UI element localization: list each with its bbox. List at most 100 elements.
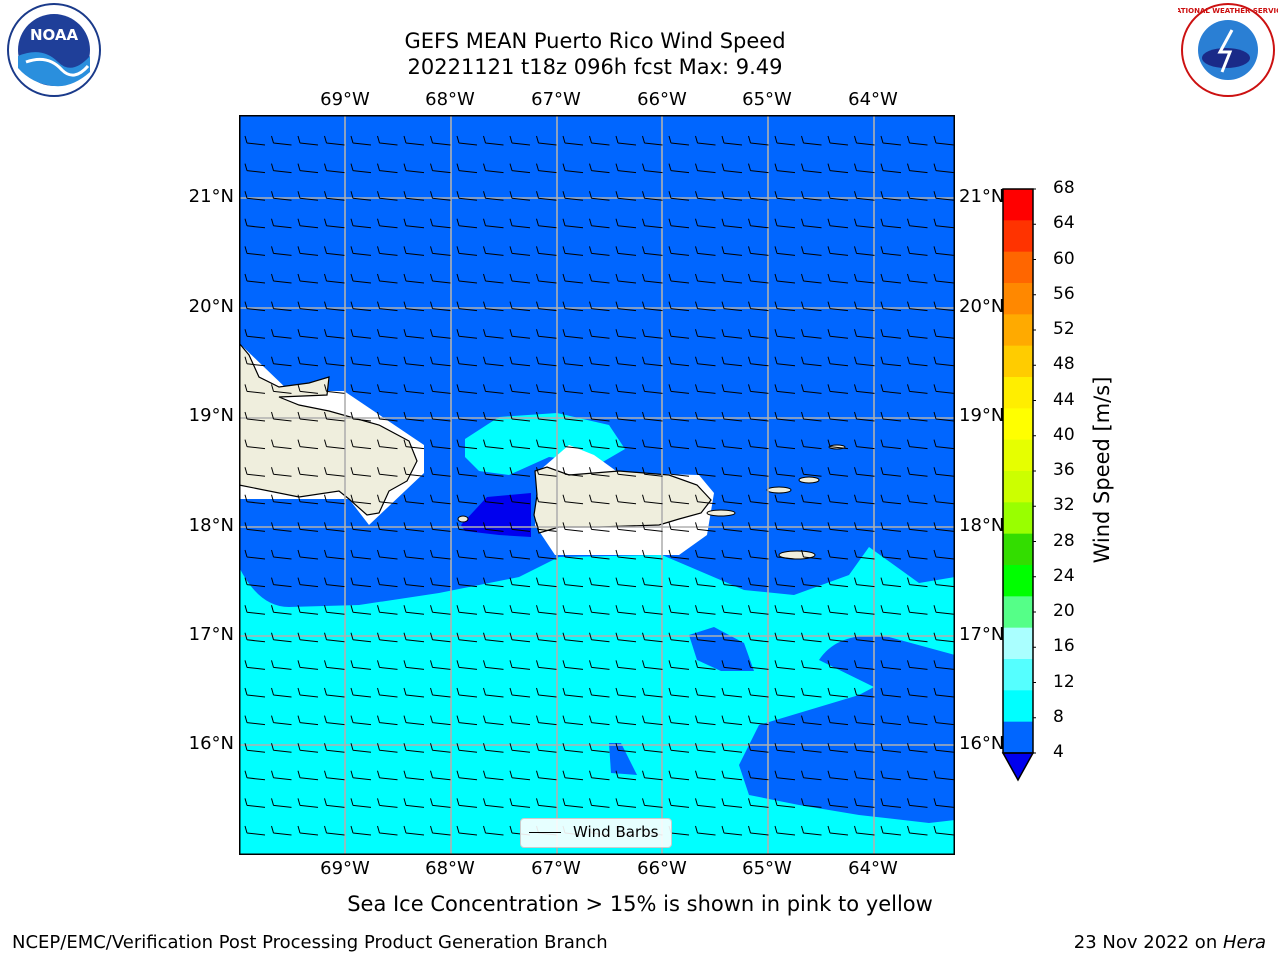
wind-barb: [933, 191, 955, 201]
lat-label-left: 19°N: [188, 405, 234, 426]
wind-barb: [880, 135, 902, 146]
wind-barb: [324, 273, 345, 284]
wind-barb: [483, 522, 504, 532]
band-4-8-pocket: [609, 743, 637, 775]
wind-barb: [695, 191, 716, 201]
wind-barb: [403, 770, 425, 781]
wind-barb: [483, 329, 504, 339]
wind-barb: [721, 163, 743, 174]
wind-barb: [403, 439, 425, 450]
wind-barb: [933, 135, 955, 146]
lat-label-left: 16°N: [188, 733, 234, 754]
wind-barb: [562, 329, 584, 339]
wind-barb: [536, 798, 557, 808]
wind-barb: [324, 411, 345, 422]
wind-barb: [403, 605, 425, 615]
wind-barb: [403, 191, 425, 201]
wind-barb: [271, 660, 292, 670]
wind-barb: [854, 384, 875, 394]
colorbar-swatch: [1003, 533, 1033, 566]
wind-barb: [695, 273, 716, 284]
wind-barb: [642, 687, 663, 698]
wind-barb: [562, 273, 584, 284]
wind-barb: [668, 798, 690, 808]
wind-barb: [695, 439, 716, 450]
legend-line-icon: [529, 832, 561, 833]
wind-barb: [801, 411, 822, 422]
wind-barb: [562, 743, 584, 753]
nws-logo: NATIONAL WEATHER SERVICE: [1178, 3, 1278, 97]
wind-barb: [509, 439, 531, 450]
wind-barb: [695, 522, 716, 532]
lon-label-top: 64°W: [848, 89, 898, 110]
wind-barb: [907, 384, 928, 394]
wind-barb: [827, 467, 849, 477]
wind-barb: [721, 273, 743, 284]
wind-barb: [721, 191, 743, 201]
wind-barb: [403, 384, 425, 394]
wind-barb: [695, 743, 716, 753]
wind-barb: [403, 135, 425, 146]
wind-barb: [562, 163, 584, 174]
wind-speed-map: [239, 115, 955, 855]
wind-barb: [721, 439, 743, 450]
wind-barb: [324, 494, 345, 505]
wind-barb: [271, 218, 292, 229]
wind-barb: [509, 135, 531, 146]
wind-barb: [748, 522, 769, 532]
wind-barb: [456, 494, 478, 505]
wind-barb: [854, 632, 875, 643]
colorbar-swatch: [1003, 220, 1033, 253]
wind-barb: [403, 687, 425, 698]
wind-barb: [456, 273, 478, 284]
wind-barb: [271, 384, 292, 394]
colorbar-tick-label: 52: [1053, 319, 1075, 339]
wind-barb: [244, 770, 266, 781]
wind-barb: [483, 605, 504, 615]
wind-barb: [483, 163, 504, 174]
wind-barb: [854, 273, 875, 284]
wind-barb: [562, 522, 584, 532]
wind-barb: [536, 135, 557, 146]
wind-barb: [933, 494, 955, 505]
wind-barb: [668, 770, 690, 781]
wind-barb: [668, 687, 690, 698]
wind-barb: [589, 439, 610, 450]
wind-barb: [430, 163, 451, 174]
wind-barb: [827, 577, 849, 588]
wind-barb: [483, 549, 504, 560]
wind-barb: [483, 715, 504, 726]
wind-barb: [377, 494, 398, 505]
wind-barb: [271, 356, 292, 367]
wind-barb: [748, 494, 769, 505]
wind-barb: [271, 743, 292, 753]
wind-barb: [244, 715, 266, 726]
wind-barb: [430, 467, 451, 477]
wind-barb: [430, 273, 451, 284]
wind-barb: [297, 246, 319, 256]
wind-barb: [509, 743, 531, 753]
wind-barb: [483, 439, 504, 450]
wind-barb: [456, 467, 478, 477]
wind-barb: [854, 411, 875, 422]
colorbar-swatch: [1003, 377, 1033, 409]
wind-barb: [483, 770, 504, 781]
wind-barb: [271, 246, 292, 256]
wind-barb: [403, 715, 425, 726]
wind-barb: [933, 163, 955, 174]
wind-barb: [536, 384, 557, 394]
wind-barb: [907, 135, 928, 146]
wind-barb: [350, 135, 372, 146]
wind-barb: [854, 660, 875, 670]
wind-barb: [589, 605, 610, 615]
wind-barb: [668, 273, 690, 284]
wind-barb: [933, 632, 955, 643]
band-4-8-pocket: [689, 627, 754, 671]
wind-barb: [377, 577, 398, 588]
wind-barb: [244, 191, 266, 201]
wind-barb: [244, 687, 266, 698]
wind-barb: [721, 798, 743, 808]
wind-barb: [642, 549, 663, 560]
wind-barb: [721, 632, 743, 643]
wind-barb: [933, 660, 955, 670]
